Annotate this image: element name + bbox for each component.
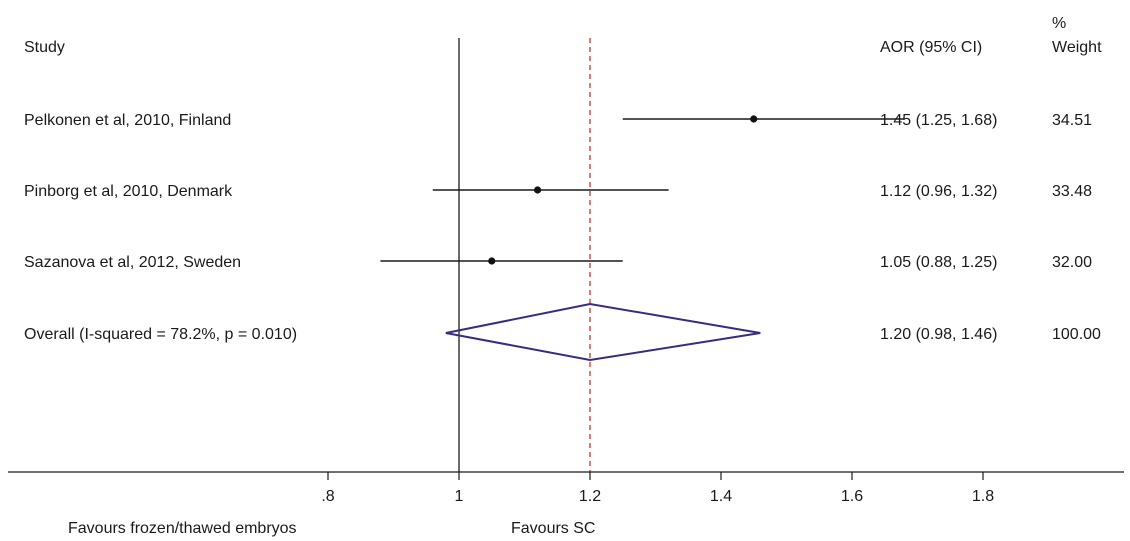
- study-ci-text: 1.45 (1.25, 1.68): [880, 112, 997, 129]
- forest-marks: [380, 38, 905, 472]
- x-tick-label: 1.6: [841, 488, 863, 505]
- study-ci-text: 1.12 (0.96, 1.32): [880, 183, 997, 200]
- x-axis: .8 1 1.2 1.4 1.6 1.8: [8, 471, 1124, 505]
- overall-label: Overall (I-squared = 78.2%, p = 0.010): [24, 326, 297, 343]
- study-rows: Pelkonen et al, 2010, Finland 1.45 (1.25,…: [24, 112, 1101, 343]
- header-effect: AOR (95% CI): [880, 39, 982, 56]
- study-label: Pinborg et al, 2010, Denmark: [24, 183, 233, 200]
- header-weight-pct: %: [1052, 15, 1066, 32]
- overall-diamond: [445, 302, 761, 362]
- x-tick-label: 1.2: [579, 488, 601, 505]
- x-tick-label: 1.4: [710, 488, 732, 505]
- study-point: [534, 186, 542, 194]
- study-weight-text: 33.48: [1052, 183, 1092, 200]
- overall-ci-text: 1.20 (0.98, 1.46): [880, 326, 997, 343]
- x-tick-label: 1.8: [972, 488, 994, 505]
- study-label: Sazanova et al, 2012, Sweden: [24, 254, 241, 271]
- overall-weight-text: 100.00: [1052, 326, 1101, 343]
- x-tick-label: .8: [321, 488, 334, 505]
- favours-right-label: Favours SC: [511, 520, 595, 537]
- study-weight-text: 34.51: [1052, 112, 1092, 129]
- header-study: Study: [24, 39, 65, 56]
- header-weight: Weight: [1052, 39, 1102, 56]
- x-tick-label: 1: [455, 488, 464, 505]
- study-point: [750, 115, 758, 123]
- study-label: Pelkonen et al, 2010, Finland: [24, 112, 231, 129]
- favours-left-label: Favours frozen/thawed embryos: [68, 520, 297, 537]
- study-weight-text: 32.00: [1052, 254, 1092, 271]
- study-point: [488, 257, 496, 265]
- study-ci-text: 1.05 (0.88, 1.25): [880, 254, 997, 271]
